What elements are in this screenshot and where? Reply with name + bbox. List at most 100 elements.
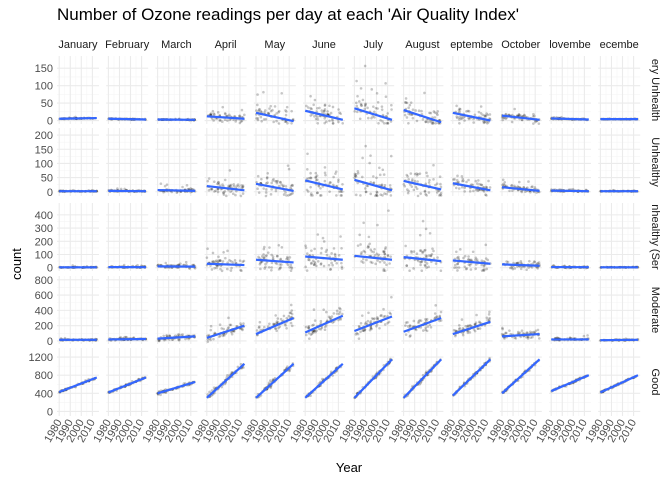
data-point: [366, 106, 369, 110]
data-point: [371, 115, 375, 118]
data-point: [354, 193, 358, 197]
data-point: [338, 190, 341, 193]
data-point: [321, 377, 324, 381]
data-point: [223, 190, 227, 193]
data-point: [455, 178, 459, 182]
data-point: [228, 113, 231, 117]
data-point: [159, 393, 162, 397]
data-point: [256, 174, 260, 178]
data-point: [307, 326, 310, 330]
data-point: [503, 116, 506, 120]
data-point: [457, 266, 461, 269]
panel-good-january: [57, 348, 99, 416]
data-point: [241, 192, 245, 195]
data-point: [530, 185, 533, 189]
data-point: [323, 328, 327, 332]
data-point: [258, 320, 262, 324]
data-point: [271, 257, 275, 260]
data-point: [426, 120, 430, 124]
data-point: [290, 109, 293, 113]
data-point: [504, 331, 508, 335]
data-point: [511, 267, 515, 271]
data-point: [426, 325, 430, 328]
data-point: [472, 189, 475, 193]
data-point: [231, 261, 235, 264]
data-point: [283, 322, 287, 326]
data-point: [309, 176, 312, 180]
data-point: [279, 266, 282, 269]
data-point: [284, 120, 288, 123]
data-point: [535, 191, 538, 194]
data-point: [277, 243, 281, 247]
data-point: [281, 185, 285, 188]
y-tick-label: 800: [35, 275, 53, 287]
data-point: [274, 179, 277, 183]
data-point: [467, 117, 471, 121]
data-point: [317, 184, 321, 188]
data-point: [424, 227, 428, 231]
data-point: [228, 259, 231, 262]
data-point: [326, 110, 329, 113]
data-point: [316, 107, 319, 110]
data-point: [388, 311, 392, 315]
data-point: [484, 120, 487, 124]
y-tick-label: 150: [35, 63, 53, 75]
data-point: [474, 179, 478, 183]
data-point: [408, 103, 412, 107]
data-point: [340, 247, 343, 250]
data-point: [210, 260, 214, 264]
data-point: [277, 122, 281, 125]
data-point: [309, 171, 312, 175]
data-point: [408, 324, 412, 327]
data-point: [210, 187, 214, 191]
data-point: [208, 390, 211, 394]
data-point: [319, 186, 322, 190]
data-point: [406, 321, 409, 324]
data-point: [534, 120, 537, 124]
data-point: [375, 176, 378, 180]
panel-very-unhealthy-december: [598, 56, 641, 124]
data-point: [329, 267, 332, 271]
data-point: [355, 79, 358, 83]
data-point: [279, 181, 282, 184]
y-tick-label: 200: [35, 321, 53, 333]
data-point: [260, 119, 264, 123]
data-point: [175, 191, 179, 194]
data-point: [217, 181, 220, 184]
data-point: [222, 250, 225, 254]
data-point: [291, 191, 294, 195]
data-point: [526, 186, 529, 189]
data-point: [520, 118, 524, 122]
data-point: [412, 188, 416, 192]
data-point: [212, 260, 215, 263]
data-point: [482, 269, 486, 273]
data-point: [312, 323, 315, 327]
data-point: [311, 330, 315, 333]
data-point: [517, 261, 521, 265]
data-point: [124, 335, 128, 339]
data-point: [468, 323, 472, 327]
data-point: [266, 171, 270, 175]
data-point: [405, 188, 409, 191]
data-point: [309, 185, 312, 189]
panel-very-unhealthy-march: [155, 56, 198, 124]
data-point: [232, 330, 236, 333]
data-point: [424, 264, 427, 268]
panel-good-july: [352, 348, 395, 416]
data-point: [226, 119, 229, 122]
data-point: [387, 209, 390, 212]
data-point: [458, 326, 462, 330]
data-point: [463, 254, 467, 258]
data-point: [256, 103, 259, 107]
data-point: [427, 265, 430, 269]
data-point: [271, 255, 275, 258]
data-point: [209, 112, 212, 116]
data-point: [460, 318, 464, 321]
data-point: [429, 325, 433, 329]
data-point: [385, 192, 388, 196]
data-point: [414, 328, 418, 332]
data-point: [516, 185, 520, 188]
data-point: [457, 257, 461, 261]
data-point: [384, 246, 388, 249]
data-point: [164, 261, 168, 265]
